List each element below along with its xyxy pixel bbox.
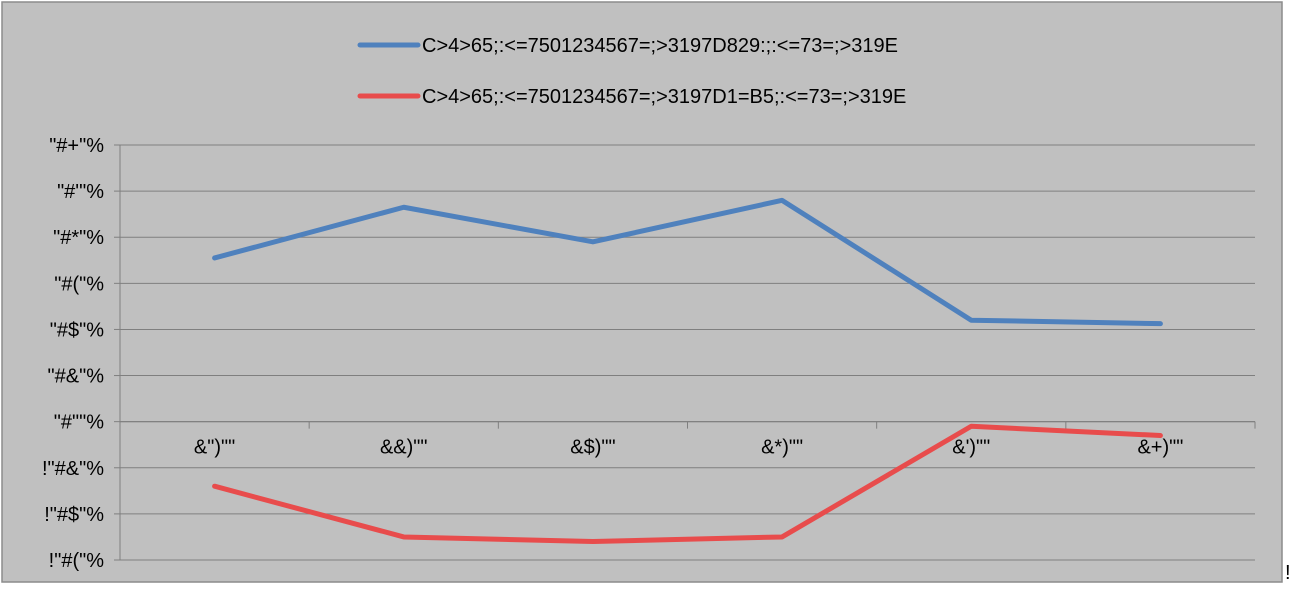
legend-label-1: C>4>65;:<=7501234567=;>3197D829:;:<=73=;… (422, 35, 898, 57)
legend: C>4>65;:<=7501234567=;>3197D829:;:<=73=;… (357, 35, 906, 108)
x-tick-label: &+)"" (1137, 437, 1183, 459)
y-tick-label: !"#&"% (42, 458, 104, 480)
y-tick-label: "#$"% (50, 319, 104, 341)
stray-mark: ! (1285, 562, 1291, 584)
x-tick-label: &')"" (952, 437, 990, 459)
y-tick-label: "#+"% (49, 135, 104, 157)
y-tick-label: !"#("% (49, 550, 105, 572)
legend-label-2: C>4>65;:<=7501234567=;>3197D1=B5;:<=73=;… (422, 86, 906, 108)
y-tick-label: "#""% (54, 412, 104, 434)
x-tick-label: &")"" (194, 437, 235, 459)
x-tick-label: &*)"" (761, 437, 803, 459)
y-tick-label: "#&"% (48, 366, 105, 388)
y-tick-label: "#("% (54, 273, 104, 295)
series-lines (212, 197, 1163, 545)
y-tick-label: !"#$"% (44, 504, 104, 526)
y-tick-labels: !"#("% !"#$"% !"#&"% "#""% "#&"% "#$"% "#("% "#… (42, 135, 104, 572)
x-tick-label: &$)"" (570, 437, 615, 459)
x-tick-labels: &")"" &&)"" &$)"" &*)"" &')"" &+)"" (194, 437, 1183, 459)
series-line-1 (212, 197, 1163, 327)
series-line-2 (212, 423, 1163, 545)
axes (114, 144, 1256, 561)
y-tick-label: "#'"% (57, 181, 104, 203)
y-tick-label: "#*"% (53, 227, 104, 249)
x-tick-label: &&)"" (380, 437, 428, 459)
